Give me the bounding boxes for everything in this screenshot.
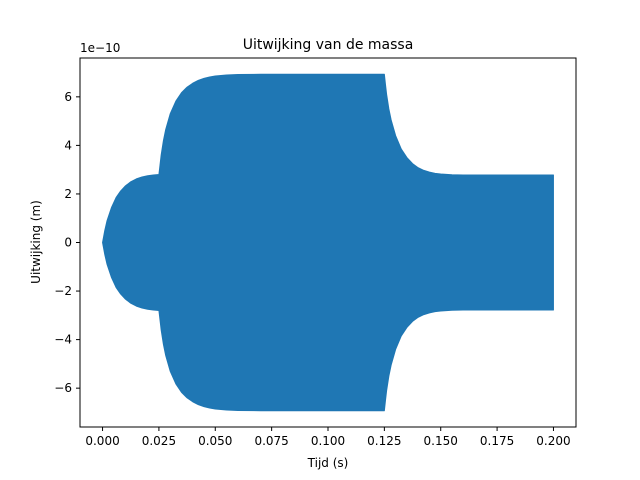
- series-layer: [102, 73, 554, 412]
- x-axis-label: Tijd (s): [307, 456, 349, 470]
- x-tick-label-8: 0.200: [536, 434, 570, 448]
- y-offset-label: 1e−10: [80, 41, 120, 55]
- y-tick-label-1: −4: [54, 333, 72, 347]
- series-0-displacement-band: [102, 73, 554, 412]
- x-axis-ticks: 0.000 0.025 0.050 0.075 0.100 0.125 0.150 0.175…: [85, 427, 571, 448]
- y-axis-label: Uitwijking (m): [29, 200, 43, 284]
- x-tick-label-3: 0.075: [254, 434, 288, 448]
- x-tick-label-2: 0.050: [198, 434, 232, 448]
- x-tick-label-6: 0.150: [424, 434, 458, 448]
- x-tick-label-0: 0.000: [85, 434, 119, 448]
- x-tick-label-5: 0.125: [367, 434, 401, 448]
- y-tick-label-5: 4: [64, 138, 72, 152]
- y-tick-label-0: −6: [54, 381, 72, 395]
- y-tick-label-3: 0: [64, 236, 72, 250]
- y-tick-label-4: 2: [64, 187, 72, 201]
- x-tick-label-7: 0.175: [480, 434, 514, 448]
- y-tick-label-6: 6: [64, 90, 72, 104]
- y-tick-label-2: −2: [54, 284, 72, 298]
- x-tick-label-1: 0.025: [142, 434, 176, 448]
- y-axis-ticks: −6 −4 −2 0 2 4 6: [54, 90, 80, 395]
- x-tick-label-4: 0.100: [311, 434, 345, 448]
- chart-title: Uitwijking van de massa: [243, 37, 414, 53]
